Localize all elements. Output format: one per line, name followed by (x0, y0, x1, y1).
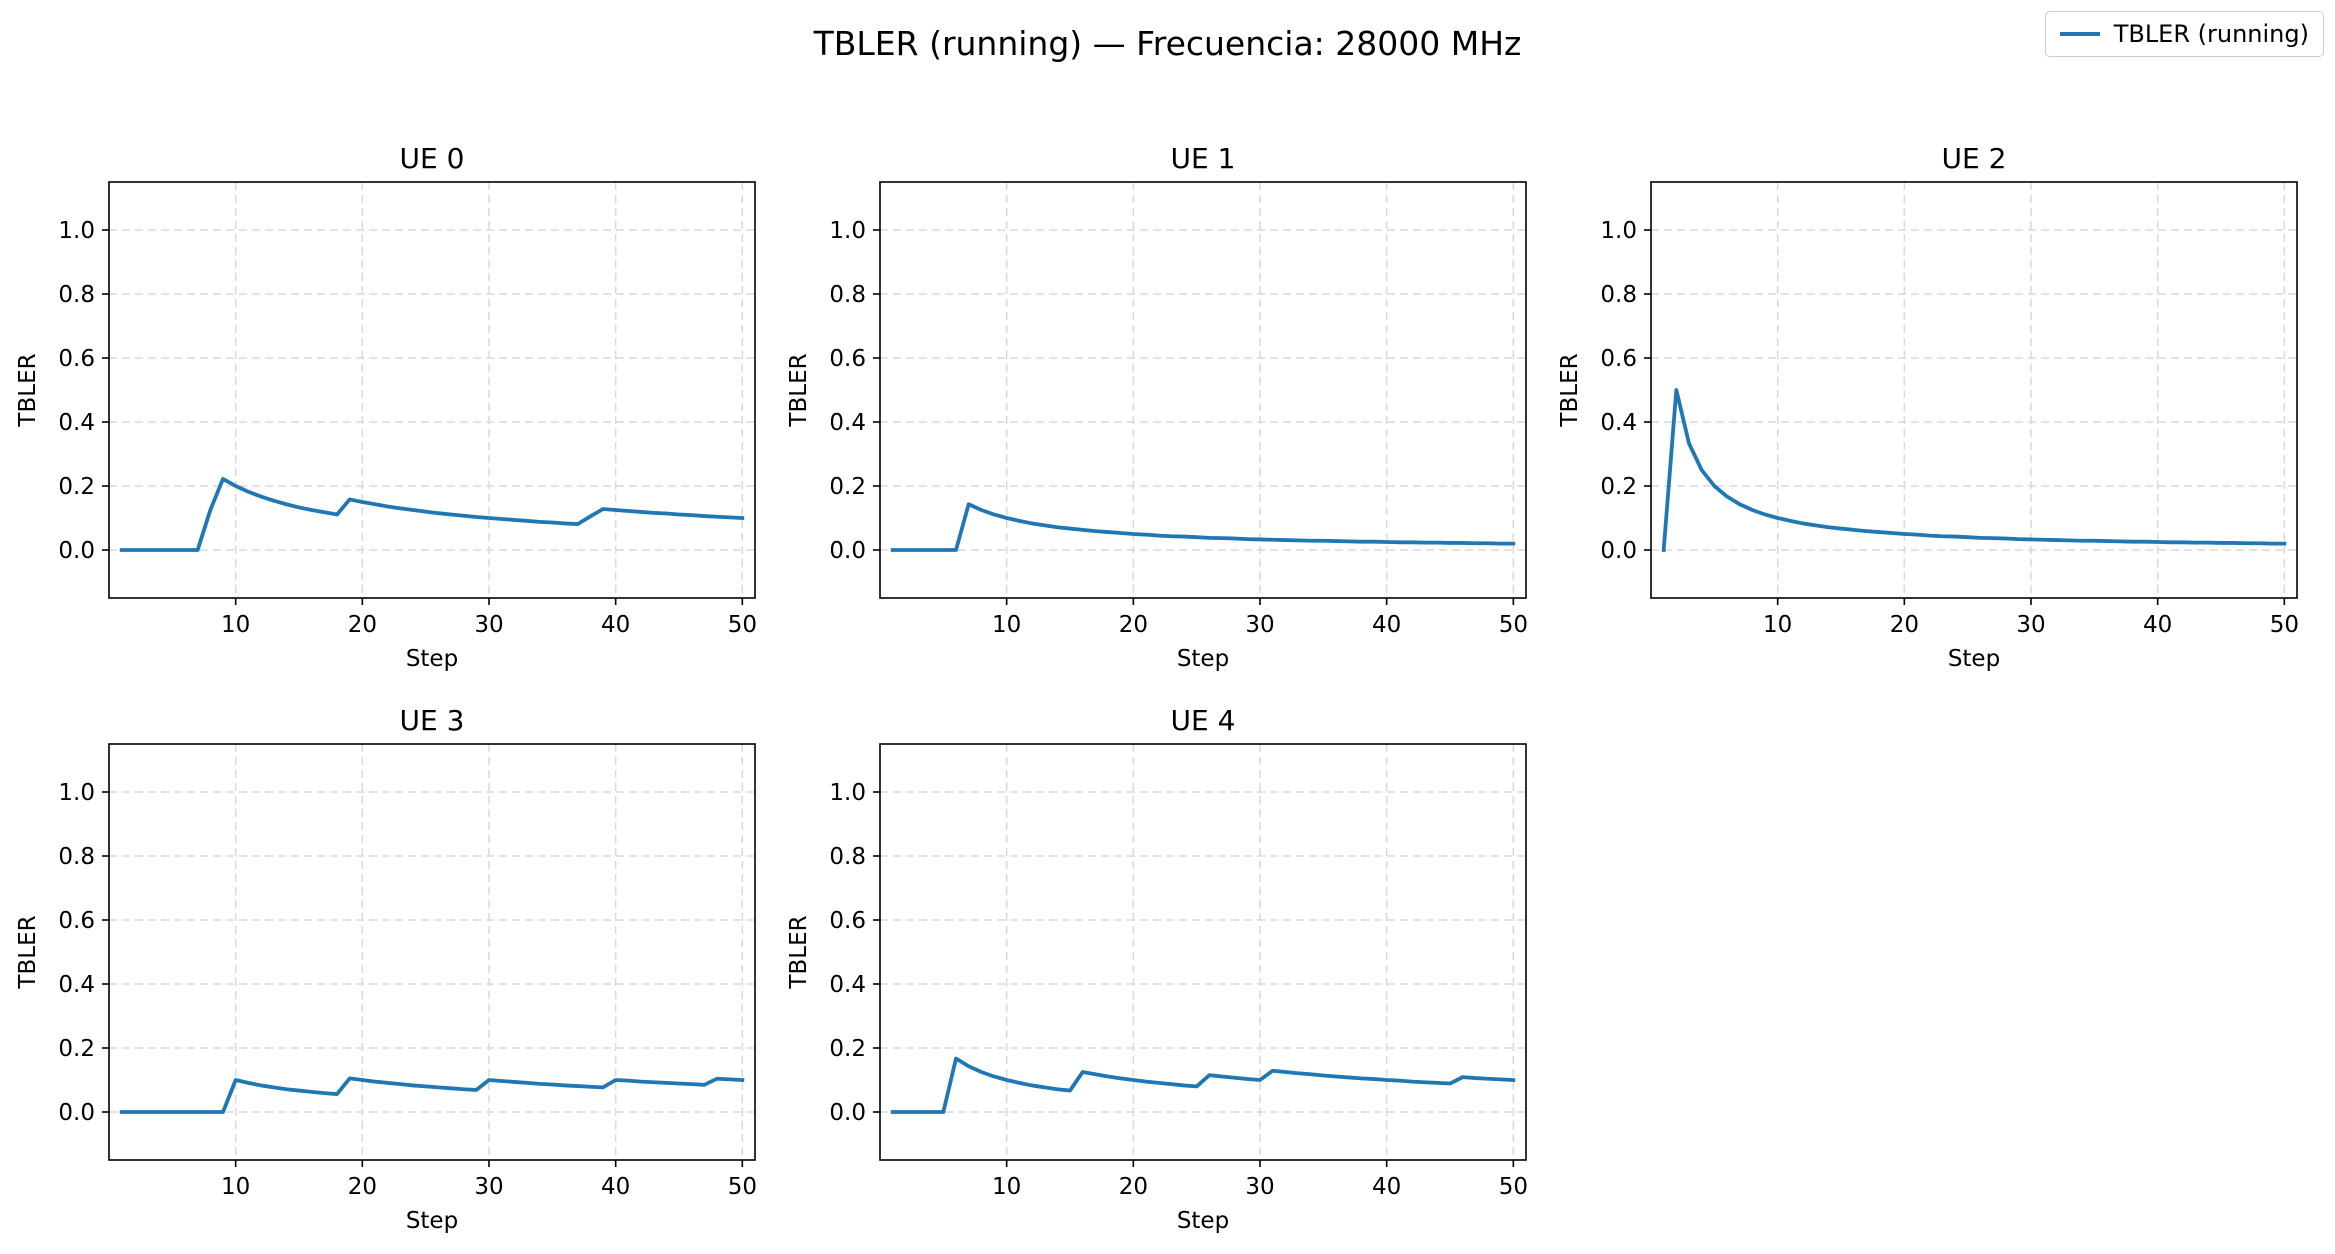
y-tick-label: 1.0 (829, 218, 866, 244)
y-tick-label: 0.4 (58, 972, 95, 998)
series-line-tbler (119, 477, 745, 552)
x-axis-label: Step (406, 646, 458, 672)
y-tick-label: 0.2 (829, 474, 866, 500)
y-tick-label: 0.0 (1600, 538, 1637, 564)
subplot-ue-2: 10 20 30 40 50 0.0 0.2 0.4 0.6 0.8 1.0 UE 2 Step TBLE… (1557, 142, 2299, 672)
legend-line-swatch (2059, 32, 2100, 36)
y-tick-label: 0.6 (1600, 346, 1637, 372)
x-tick-label: 40 (601, 612, 630, 638)
subplot-ue-1: 10 20 30 40 50 0.0 0.2 0.4 0.6 0.8 1.0 UE 1 Step TBLE… (786, 142, 1528, 672)
subplot-title: UE 3 (400, 704, 465, 737)
y-axis-label: TBLER (786, 353, 812, 427)
y-axis-label: TBLER (786, 915, 812, 989)
x-axis-label: Step (1948, 646, 2000, 672)
subplot-title: UE 1 (1171, 142, 1236, 175)
y-tick-label: 0.2 (829, 1036, 866, 1062)
y-tick-label: 1.0 (829, 780, 866, 806)
series-line-tbler (1661, 388, 2287, 553)
x-tick-label: 40 (2143, 612, 2172, 638)
y-tick-label: 1.0 (58, 218, 95, 244)
y-tick-label: 0.8 (829, 282, 866, 308)
axes-frame (879, 181, 1527, 599)
y-tick-label: 0.2 (58, 474, 95, 500)
series-line-tbler (890, 1056, 1516, 1114)
y-tick-label: 0.0 (58, 538, 95, 564)
x-tick-label: 50 (2270, 612, 2299, 638)
y-tick-label: 1.0 (1600, 218, 1637, 244)
x-tick-label: 40 (1372, 612, 1401, 638)
subplot-ue-4: 10 20 30 40 50 0.0 0.2 0.4 0.6 0.8 1.0 UE 4 Step TBLE… (786, 704, 1528, 1234)
y-tick-label: 0.2 (58, 1036, 95, 1062)
x-tick-label: 20 (348, 612, 377, 638)
y-tick-label: 0.4 (829, 972, 866, 998)
x-tick-label: 20 (348, 1174, 377, 1200)
y-tick-label: 0.4 (1600, 410, 1637, 436)
y-tick-label: 0.6 (58, 908, 95, 934)
y-tick-label: 0.8 (829, 844, 866, 870)
x-tick-label: 10 (221, 1174, 250, 1200)
y-tick-label: 0.6 (829, 908, 866, 934)
y-tick-label: 0.8 (58, 282, 95, 308)
axes-frame (108, 181, 756, 599)
x-tick-label: 20 (1119, 612, 1148, 638)
subplot-title: UE 4 (1171, 704, 1236, 737)
y-tick-label: 0.0 (58, 1100, 95, 1126)
y-tick-label: 0.6 (58, 346, 95, 372)
subplot-title: UE 2 (1942, 142, 2007, 175)
figure-title: TBLER (running) — Frecuencia: 28000 MHz (813, 24, 1522, 63)
x-tick-label: 20 (1119, 1174, 1148, 1200)
y-tick-label: 0.0 (829, 538, 866, 564)
x-axis-label: Step (1177, 1208, 1229, 1234)
series-line-tbler (119, 1076, 745, 1114)
x-tick-label: 30 (2016, 612, 2045, 638)
x-tick-label: 10 (1763, 612, 1792, 638)
x-tick-label: 50 (728, 1174, 757, 1200)
x-tick-label: 40 (601, 1174, 630, 1200)
x-tick-label: 10 (992, 1174, 1021, 1200)
y-axis-label: TBLER (15, 915, 41, 989)
subplot-ue-0: 10 20 30 40 50 0.0 0.2 0.4 0.6 0.8 1.0 UE 0 Step TBLE… (15, 142, 757, 672)
y-tick-label: 0.8 (58, 844, 95, 870)
y-tick-label: 0.4 (58, 410, 95, 436)
x-tick-label: 10 (992, 612, 1021, 638)
axes-frame (879, 743, 1527, 1161)
x-axis-label: Step (1177, 646, 1229, 672)
axes-frame (1650, 181, 2298, 599)
series-line-tbler (890, 502, 1516, 552)
x-axis-label: Step (406, 1208, 458, 1234)
y-tick-label: 0.2 (1600, 474, 1637, 500)
y-tick-label: 0.0 (829, 1100, 866, 1126)
subplot-title: UE 0 (400, 142, 465, 175)
x-tick-label: 50 (1499, 612, 1528, 638)
x-tick-label: 30 (1245, 1174, 1274, 1200)
x-tick-label: 20 (1890, 612, 1919, 638)
x-tick-label: 30 (474, 612, 503, 638)
x-tick-label: 30 (474, 1174, 503, 1200)
x-tick-label: 10 (221, 612, 250, 638)
subplot-ue-3: 10 20 30 40 50 0.0 0.2 0.4 0.6 0.8 1.0 UE 3 Step TBLE… (15, 704, 757, 1234)
x-tick-label: 30 (1245, 612, 1274, 638)
axes-frame (108, 743, 756, 1161)
y-axis-label: TBLER (15, 353, 41, 427)
x-tick-label: 50 (728, 612, 757, 638)
legend-label: TBLER (running) (2113, 20, 2309, 48)
x-tick-label: 50 (1499, 1174, 1528, 1200)
x-tick-label: 40 (1372, 1174, 1401, 1200)
y-tick-label: 0.6 (829, 346, 866, 372)
legend: TBLER (running) (2044, 11, 2324, 57)
y-tick-label: 0.8 (1600, 282, 1637, 308)
y-axis-label: TBLER (1557, 353, 1583, 427)
y-tick-label: 1.0 (58, 780, 95, 806)
y-tick-label: 0.4 (829, 410, 866, 436)
